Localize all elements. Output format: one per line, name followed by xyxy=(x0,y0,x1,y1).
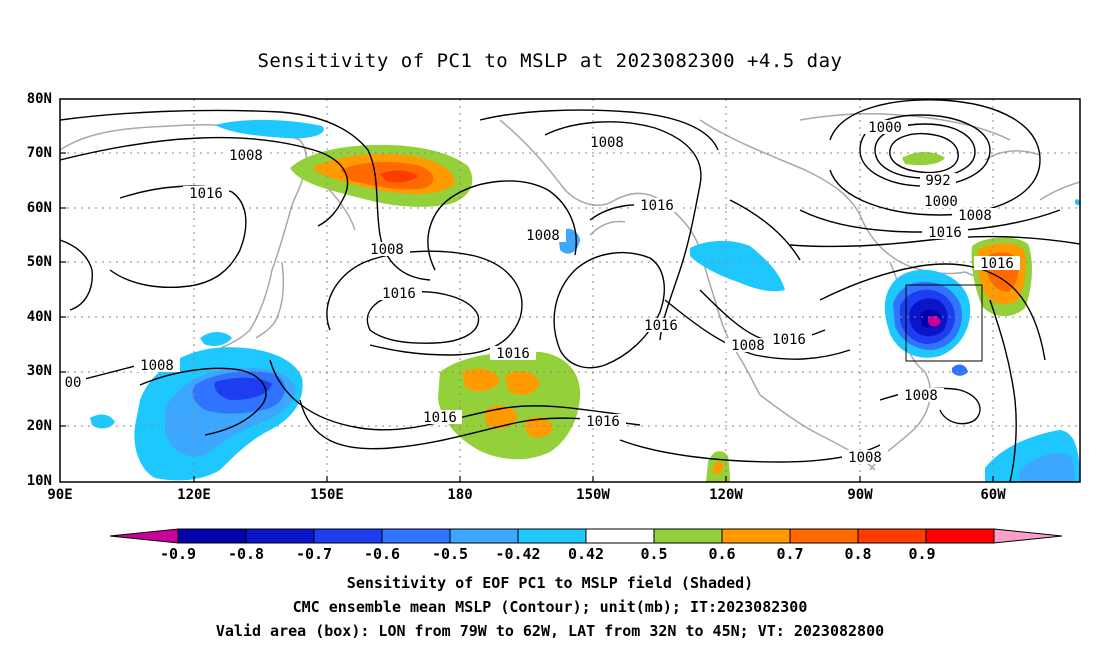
lat-label-60n: 60N xyxy=(26,200,52,216)
contour-label: 1008 xyxy=(848,450,882,466)
lon-label-180: 180 xyxy=(447,487,473,503)
lat-label-50n: 50N xyxy=(26,254,52,270)
map-panel: 1008 1016 1008 1016 1008 1008 1016 1016 … xyxy=(60,99,1080,482)
valid-area-box xyxy=(905,284,983,362)
colorbar-label: 0.7 xyxy=(776,545,804,563)
contour-label: 1008 xyxy=(229,148,263,164)
lat-label-20n: 20N xyxy=(26,418,52,434)
contour-label: 1016 xyxy=(423,410,457,426)
colorbar-label: 0.9 xyxy=(908,545,936,563)
colorbar-swatch xyxy=(721,528,791,544)
colorbar xyxy=(109,528,1063,544)
lat-label-10n: 10N xyxy=(26,473,52,489)
colorbar-label: 0.5 xyxy=(640,545,668,563)
colorbar-swatch xyxy=(653,528,723,544)
contour-label: 1000 xyxy=(924,194,958,210)
lat-label-30n: 30N xyxy=(26,363,52,379)
lat-label-40n: 40N xyxy=(26,309,52,325)
contour-label: 00 xyxy=(65,375,82,391)
colorbar-label: -0.7 xyxy=(295,545,333,563)
colorbar-swatch xyxy=(449,528,519,544)
colorbar-max-arrow xyxy=(993,528,1063,544)
contour-label: 1016 xyxy=(644,318,678,334)
colorbar-swatch xyxy=(381,528,451,544)
colorbar-swatch xyxy=(857,528,927,544)
contour-label: 1016 xyxy=(772,332,806,348)
contour-labels: 1008 1016 1008 1016 1008 1008 1016 1016 … xyxy=(60,120,1020,466)
lat-label-80n: 80N xyxy=(26,91,52,107)
map-title: Sensitivity of PC1 to MSLP at 2023082300… xyxy=(257,50,843,72)
colorbar-label: -0.6 xyxy=(363,545,401,563)
lat-label-70n: 70N xyxy=(26,145,52,161)
caption-contour: CMC ensemble mean MSLP (Contour); unit(m… xyxy=(292,598,808,616)
lon-label-150e: 150E xyxy=(310,487,344,503)
contour-label: 1008 xyxy=(140,358,174,374)
caption-shading: Sensitivity of EOF PC1 to MSLP field (Sh… xyxy=(346,574,754,592)
contour-label: 1016 xyxy=(382,286,416,302)
contour-label: 1016 xyxy=(928,225,962,241)
contour-label: 1016 xyxy=(640,198,674,214)
contour-label: 1016 xyxy=(496,346,530,362)
contour-label: 1008 xyxy=(370,242,404,258)
colorbar-label: 0.8 xyxy=(844,545,872,563)
contour-label: 1008 xyxy=(958,208,992,224)
colorbar-label: -0.8 xyxy=(227,545,265,563)
colorbar-swatch xyxy=(517,528,587,544)
colorbar-label: -0.9 xyxy=(159,545,197,563)
colorbar-swatch xyxy=(789,528,859,544)
contour-label: 1008 xyxy=(526,228,560,244)
contour-label: 1016 xyxy=(980,256,1014,272)
axis-ticks xyxy=(60,152,994,482)
colorbar-swatch xyxy=(313,528,383,544)
contour-label: 1000 xyxy=(868,120,902,136)
lon-label-120e: 120E xyxy=(177,487,211,503)
map-frame xyxy=(59,98,1081,483)
colorbar-label: -0.5 xyxy=(431,545,469,563)
contour-label: 1016 xyxy=(189,186,223,202)
contour-label: 992 xyxy=(925,173,950,189)
lon-label-120w: 120W xyxy=(709,487,743,503)
lon-label-90e: 90E xyxy=(47,487,73,503)
contour-label: 1008 xyxy=(590,135,624,151)
contour-label: 1008 xyxy=(731,338,765,354)
lon-label-60w: 60W xyxy=(980,487,1006,503)
contour-label: 1008 xyxy=(904,388,938,404)
contour-label: 1016 xyxy=(586,414,620,430)
colorbar-swatch xyxy=(245,528,315,544)
lon-label-90w: 90W xyxy=(847,487,873,503)
colorbar-swatch xyxy=(585,528,655,544)
colorbar-label: 0.42 xyxy=(567,545,605,563)
caption-valid-area: Valid area (box): LON from 79W to 62W, L… xyxy=(215,622,885,640)
lon-label-150w: 150W xyxy=(576,487,610,503)
colorbar-min-arrow xyxy=(109,528,179,544)
colorbar-label: -0.42 xyxy=(495,545,541,563)
colorbar-swatch xyxy=(177,528,247,544)
colorbar-label: 0.6 xyxy=(708,545,736,563)
colorbar-swatch xyxy=(925,528,995,544)
